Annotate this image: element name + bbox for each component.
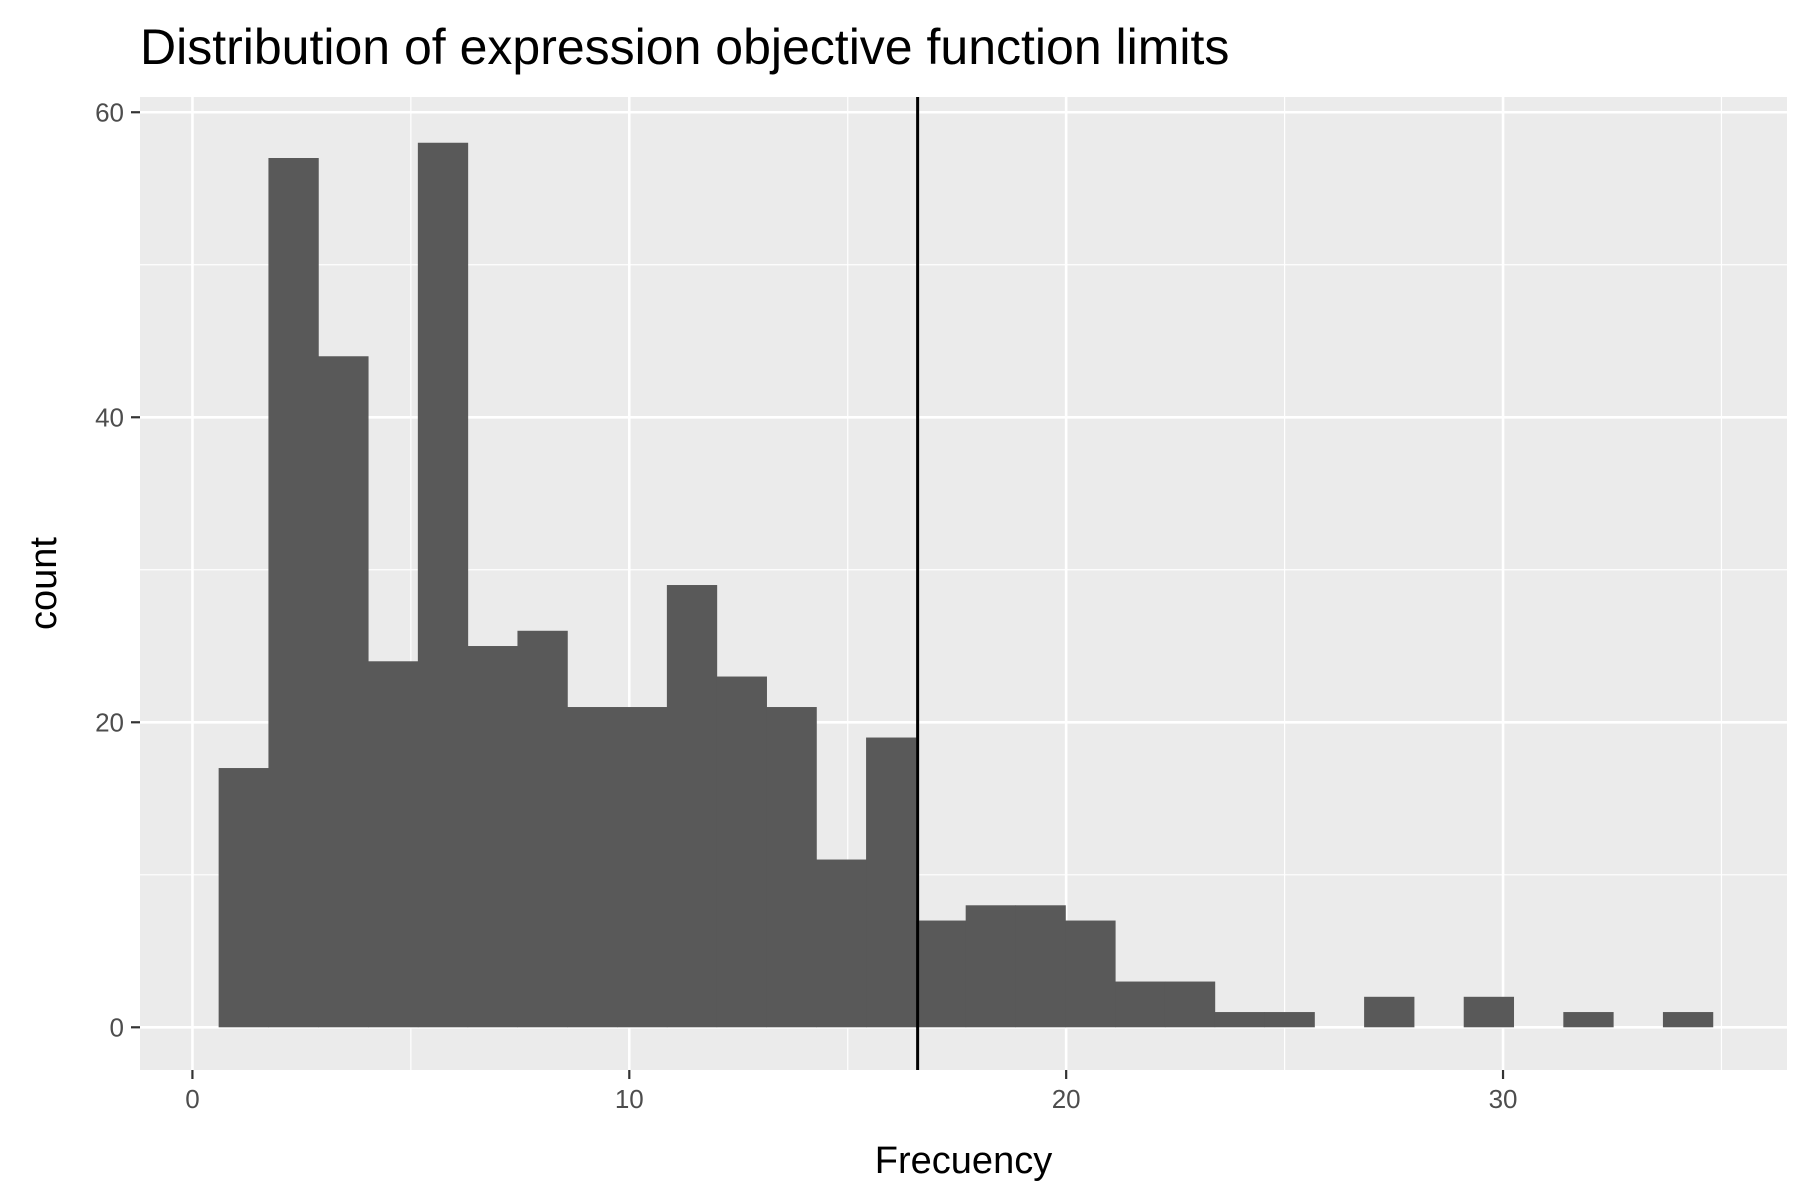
- histogram-bar: [766, 707, 817, 1028]
- chart-title: Distribution of expression objective fun…: [140, 19, 1229, 75]
- histogram-bars: [218, 142, 1714, 1028]
- histogram-bar: [368, 661, 419, 1028]
- histogram-bar: [965, 905, 1016, 1028]
- y-tick-label: 40: [95, 402, 124, 432]
- histogram-bar: [1563, 1012, 1614, 1028]
- histogram-bar: [617, 707, 668, 1028]
- x-axis: 0 10 20 30: [185, 1070, 1517, 1114]
- histogram-bar: [915, 920, 967, 1028]
- x-tick-label: 20: [1052, 1084, 1081, 1114]
- histogram-bar: [816, 859, 867, 1028]
- y-tick-label: 0: [110, 1012, 124, 1042]
- histogram-bar: [666, 585, 718, 1028]
- y-tick-label: 60: [95, 97, 124, 127]
- histogram-bar: [318, 356, 369, 1028]
- histogram-bar: [1463, 996, 1515, 1028]
- histogram-bar: [1164, 981, 1216, 1028]
- y-axis: 0 20 40 60: [95, 97, 140, 1042]
- x-tick-label: 30: [1489, 1084, 1518, 1114]
- x-tick-label: 0: [185, 1084, 199, 1114]
- histogram-bar: [517, 630, 568, 1028]
- histogram-bar: [268, 158, 319, 1028]
- histogram-bar: [866, 737, 917, 1028]
- histogram-bar: [467, 646, 518, 1028]
- histogram-bar: [567, 707, 618, 1028]
- histogram-bar: [1214, 1012, 1266, 1028]
- histogram-bar: [1065, 920, 1116, 1028]
- y-tick-label: 20: [95, 707, 124, 737]
- histogram-bar: [218, 768, 269, 1028]
- x-axis-title: Frecuency: [875, 1140, 1052, 1182]
- y-axis-title: count: [23, 537, 65, 630]
- x-tick-label: 10: [615, 1084, 644, 1114]
- histogram-bar: [417, 142, 469, 1028]
- histogram-bar: [716, 676, 767, 1028]
- histogram-bar: [1364, 996, 1415, 1028]
- histogram-bar: [1662, 1012, 1714, 1028]
- histogram-bar: [1015, 905, 1066, 1028]
- histogram-bar: [1115, 981, 1166, 1028]
- histogram-bar: [1264, 1012, 1315, 1028]
